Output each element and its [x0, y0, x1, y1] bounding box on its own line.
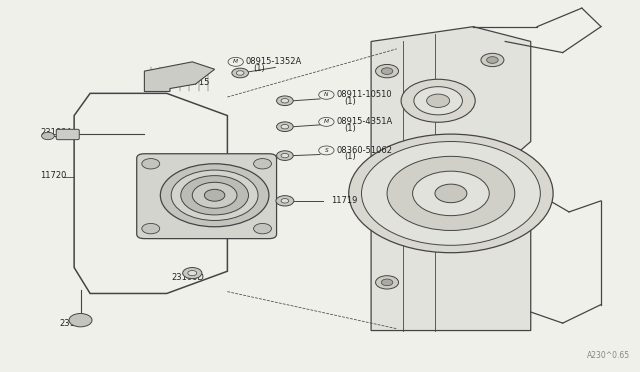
Circle shape: [427, 94, 450, 108]
Text: 08915-1352A: 08915-1352A: [246, 57, 302, 66]
Circle shape: [481, 53, 504, 67]
Text: 08911-10510: 08911-10510: [337, 90, 392, 99]
FancyBboxPatch shape: [56, 129, 79, 140]
Circle shape: [413, 171, 489, 216]
Circle shape: [182, 267, 202, 279]
Circle shape: [414, 87, 463, 115]
Circle shape: [236, 71, 244, 75]
Polygon shape: [371, 27, 531, 331]
Circle shape: [142, 158, 160, 169]
Text: 11715: 11715: [182, 78, 209, 87]
Circle shape: [180, 176, 248, 215]
Text: A230^0.65: A230^0.65: [587, 351, 630, 360]
Circle shape: [281, 199, 289, 203]
Circle shape: [319, 146, 334, 155]
Text: 08360-51062: 08360-51062: [337, 145, 392, 154]
Circle shape: [172, 170, 258, 221]
Circle shape: [253, 224, 271, 234]
Circle shape: [349, 134, 553, 253]
Text: S: S: [324, 148, 328, 153]
Circle shape: [192, 182, 237, 208]
Circle shape: [276, 96, 293, 106]
Text: M: M: [233, 60, 238, 64]
Circle shape: [188, 270, 196, 276]
Polygon shape: [145, 62, 214, 92]
Circle shape: [401, 79, 475, 122]
Circle shape: [42, 132, 54, 140]
Circle shape: [319, 118, 334, 126]
Circle shape: [232, 68, 248, 78]
Text: (1): (1): [253, 64, 266, 73]
Circle shape: [435, 184, 467, 203]
Text: (1): (1): [344, 97, 356, 106]
FancyBboxPatch shape: [137, 154, 276, 238]
Circle shape: [281, 125, 289, 129]
Circle shape: [281, 153, 289, 158]
Text: 23164: 23164: [60, 320, 86, 328]
Circle shape: [276, 151, 293, 160]
Circle shape: [376, 64, 399, 78]
Circle shape: [204, 189, 225, 201]
Text: 11719: 11719: [331, 196, 357, 205]
Circle shape: [362, 141, 540, 245]
Text: (1): (1): [344, 152, 356, 161]
Circle shape: [486, 57, 498, 63]
Text: 08915-4351A: 08915-4351A: [337, 117, 393, 126]
Circle shape: [142, 224, 160, 234]
Circle shape: [276, 122, 293, 132]
Text: 23100D: 23100D: [172, 273, 205, 282]
Circle shape: [281, 99, 289, 103]
Circle shape: [276, 196, 294, 206]
Circle shape: [376, 276, 399, 289]
Text: 23100A: 23100A: [40, 128, 72, 137]
Circle shape: [228, 57, 243, 66]
Circle shape: [319, 90, 334, 99]
Circle shape: [69, 314, 92, 327]
Text: (1): (1): [344, 124, 356, 133]
Text: N: N: [324, 92, 328, 97]
Text: M: M: [324, 119, 329, 124]
Circle shape: [381, 279, 393, 286]
Circle shape: [253, 158, 271, 169]
Circle shape: [161, 164, 269, 227]
Circle shape: [387, 156, 515, 231]
Circle shape: [381, 68, 393, 74]
Text: 11720: 11720: [40, 171, 67, 180]
